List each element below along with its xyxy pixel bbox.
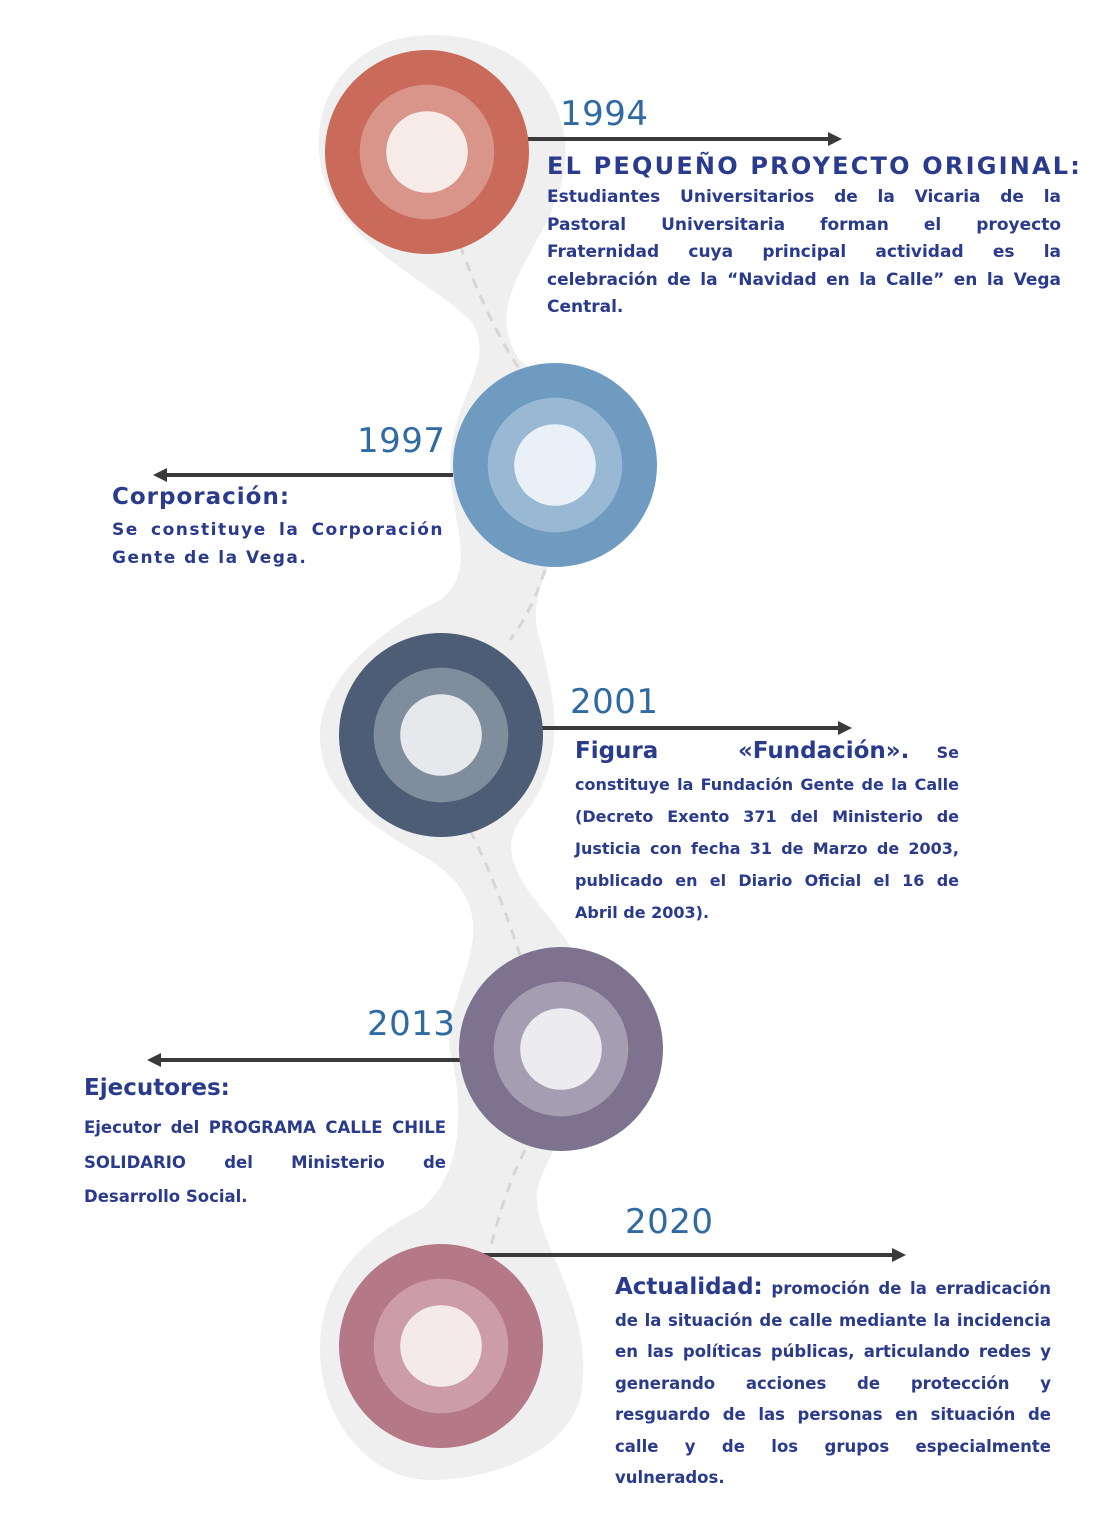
milestone-2001-text: Figura «Fundación». Se constituye la Fun…: [575, 735, 959, 929]
circle-2001-inner-disc: [400, 694, 482, 776]
circle-2013-inner-disc: [520, 1008, 602, 1090]
connector-1-2: [458, 244, 522, 371]
milestone-2020-heading: Actualidad:: [615, 1274, 763, 1300]
milestone-2001: [339, 633, 852, 837]
connector-4-5: [488, 1149, 527, 1251]
arrow-right-icon: [828, 132, 842, 146]
milestone-1994-body: Estudiantes Universitarios de la Vicaria…: [547, 187, 1061, 317]
arrow-left-icon: [153, 468, 167, 482]
year-2020: 2020: [625, 1202, 714, 1242]
connector-2-3: [508, 569, 547, 641]
arrow-right-icon: [838, 721, 852, 735]
milestone-2001-body: Se constituye la Fundación Gente de la C…: [575, 743, 959, 922]
milestones-layer: [147, 50, 906, 1448]
milestone-1997: [153, 363, 657, 567]
year-2013: 2013: [367, 1004, 456, 1044]
arrow-left-icon: [147, 1053, 161, 1067]
dashed-connectors: [458, 244, 547, 1251]
year-2001: 2001: [570, 682, 659, 722]
year-1994: 1994: [560, 94, 649, 134]
milestone-2020-text: Actualidad: promoción de la erradicación…: [615, 1272, 1051, 1494]
milestone-2020: [339, 1244, 906, 1448]
milestone-1997-body: Se constituye la Corporación Gente de la…: [112, 520, 444, 568]
milestone-2013-body: Ejecutor del PROGRAMA CALLE CHILE SOLIDA…: [84, 1118, 446, 1206]
circle-1994-inner-disc: [386, 111, 468, 193]
milestone-2013-heading: Ejecutores:: [84, 1075, 230, 1101]
milestone-1994-heading: EL PEQUEÑO PROYECTO ORIGINAL:: [547, 152, 1083, 180]
milestone-2013: [147, 947, 663, 1151]
circle-1997-inner-disc: [514, 424, 596, 506]
milestone-1997-heading: Corporación:: [112, 484, 291, 510]
milestone-1994: [325, 50, 842, 254]
milestone-2020-body: promoción de la erradicación de la situa…: [615, 1279, 1051, 1487]
milestone-2001-heading: Figura «Fundación».: [575, 738, 910, 764]
arrow-right-icon: [892, 1248, 906, 1262]
circle-2020-inner-disc: [400, 1305, 482, 1387]
year-1997: 1997: [357, 421, 446, 461]
